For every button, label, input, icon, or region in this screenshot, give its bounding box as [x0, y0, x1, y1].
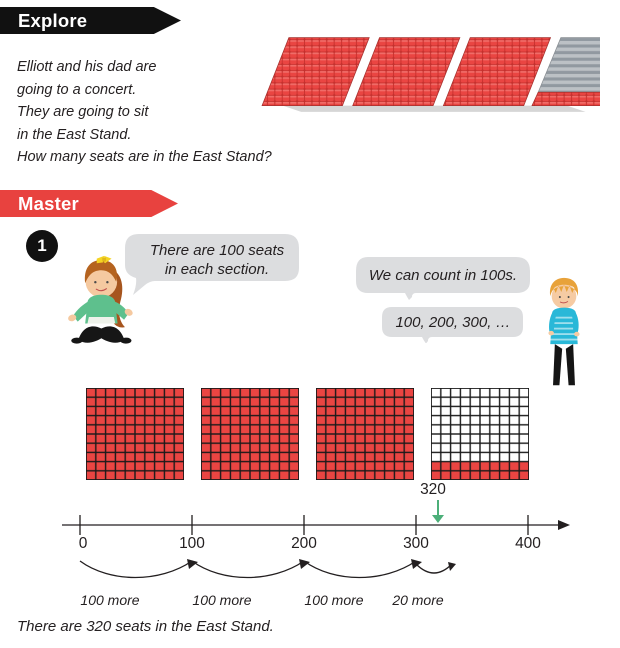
svg-text:There are 100 seats: There are 100 seats: [150, 242, 285, 259]
svg-text:We can count in 100s.: We can count in 100s.: [369, 267, 517, 284]
svg-text:in each section.: in each section.: [165, 261, 269, 278]
svg-text:100, 200, 300, …: 100, 200, 300, …: [395, 314, 510, 331]
